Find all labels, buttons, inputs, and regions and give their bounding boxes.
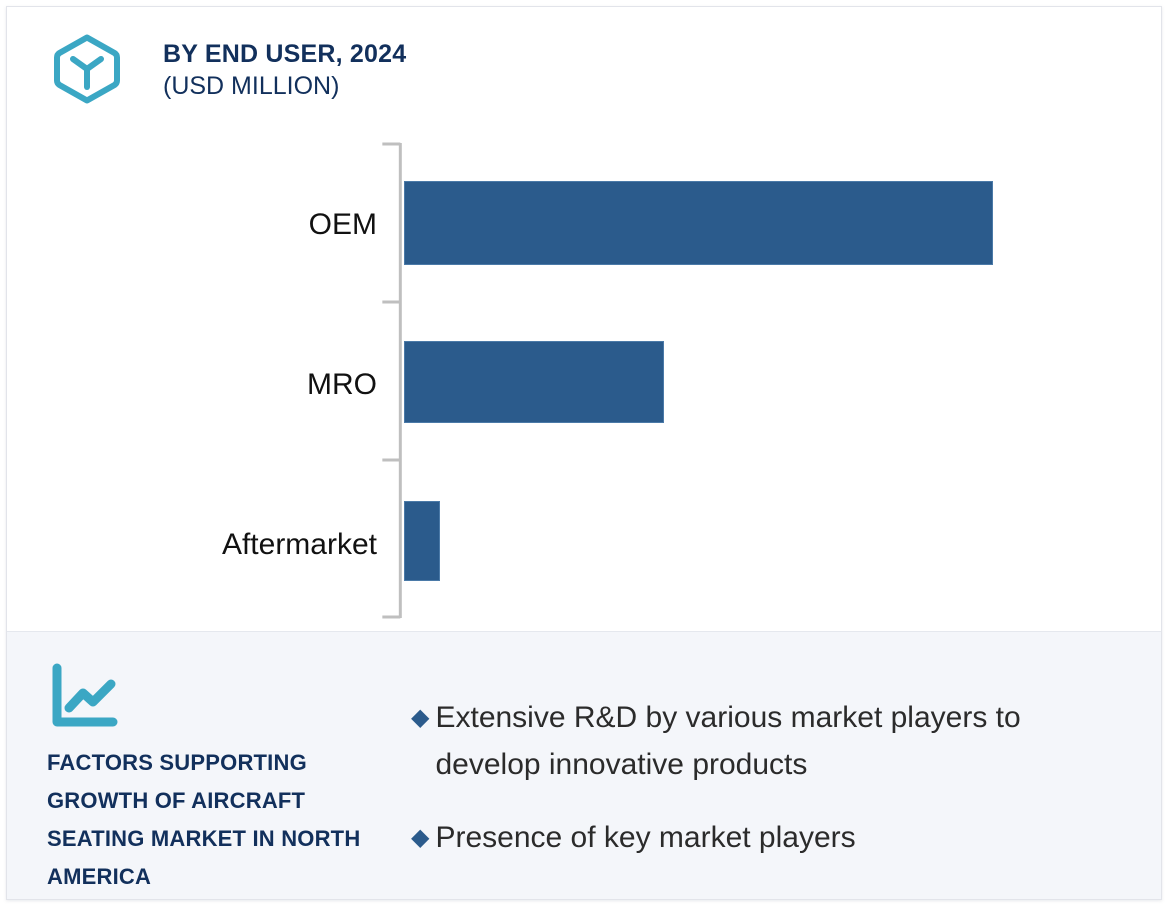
bar-chart: OEM MRO Aftermarket	[7, 127, 1161, 631]
bar-oem	[404, 181, 993, 265]
category-label-mro: MRO	[307, 368, 377, 401]
title-block: BY END USER, 2024 (USD MILLION)	[163, 39, 406, 102]
diamond-bullet-icon: ◆	[411, 704, 430, 731]
list-item: ◆ Extensive R&D by various market player…	[411, 694, 1111, 788]
factor-text: Extensive R&D by various market players …	[435, 701, 1021, 781]
list-item: ◆ Presence of key market players	[411, 814, 1111, 861]
footer-heading: FACTORS SUPPORTING GROWTH OF AIRCRAFT SE…	[47, 750, 361, 889]
supporting-factors-panel: FACTORS SUPPORTING GROWTH OF AIRCRAFT SE…	[7, 631, 1161, 899]
footer-left-block: FACTORS SUPPORTING GROWTH OF AIRCRAFT SE…	[47, 660, 377, 896]
page-title: BY END USER, 2024	[163, 40, 407, 68]
bar-aftermarket	[404, 501, 440, 581]
chart-axis	[382, 142, 402, 619]
bar-mro	[404, 341, 664, 423]
diamond-bullet-icon: ◆	[411, 824, 430, 851]
factor-text: Presence of key market players	[435, 821, 856, 854]
page-subtitle: (USD MILLION)	[163, 72, 340, 100]
category-label-aftermarket: Aftermarket	[221, 528, 377, 561]
hexagon-y-logo-icon	[51, 33, 123, 105]
chart-card: BY END USER, 2024 (USD MILLION) OEM MRO …	[6, 6, 1162, 900]
category-label-oem: OEM	[308, 208, 377, 241]
line-chart-trend-icon	[47, 660, 119, 732]
chart-header: BY END USER, 2024 (USD MILLION)	[7, 7, 1161, 127]
factors-list: ◆ Extensive R&D by various market player…	[411, 694, 1111, 861]
